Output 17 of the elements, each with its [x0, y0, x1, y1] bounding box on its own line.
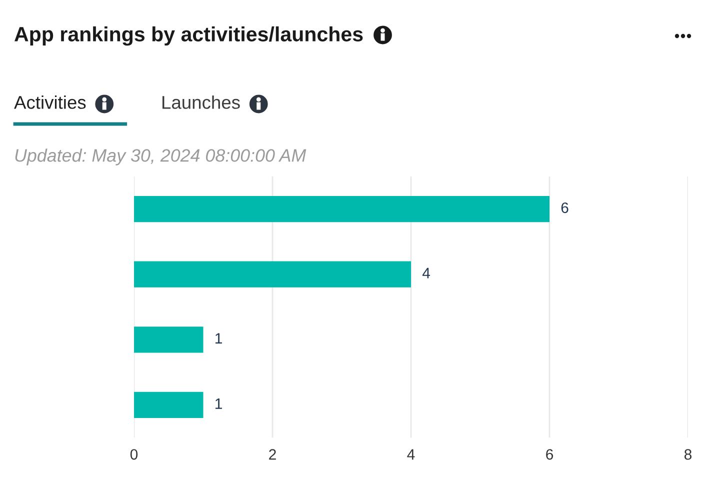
chart-subtitle: Updated: May 30, 2024 08:00:00 AM: [15, 148, 306, 166]
text: Activities: [14, 95, 86, 109]
x-tick-label: 0: [130, 449, 138, 460]
bar: [134, 196, 550, 222]
bar: [134, 326, 204, 353]
data-label: 1: [216, 333, 222, 344]
data-label: 1: [216, 398, 222, 409]
bar: [134, 261, 411, 288]
text: Launches: [162, 95, 240, 109]
x-tick-label: 6: [546, 449, 554, 460]
chart-title: App rankings by activities/launches: [14, 26, 363, 46]
data-label: 4: [422, 268, 430, 278]
x-tick-label: 2: [269, 449, 276, 460]
x-tick-label: 4: [407, 449, 415, 460]
bar: [134, 392, 204, 418]
x-tick-label: 8: [684, 449, 692, 460]
data-label: 6: [561, 202, 568, 214]
